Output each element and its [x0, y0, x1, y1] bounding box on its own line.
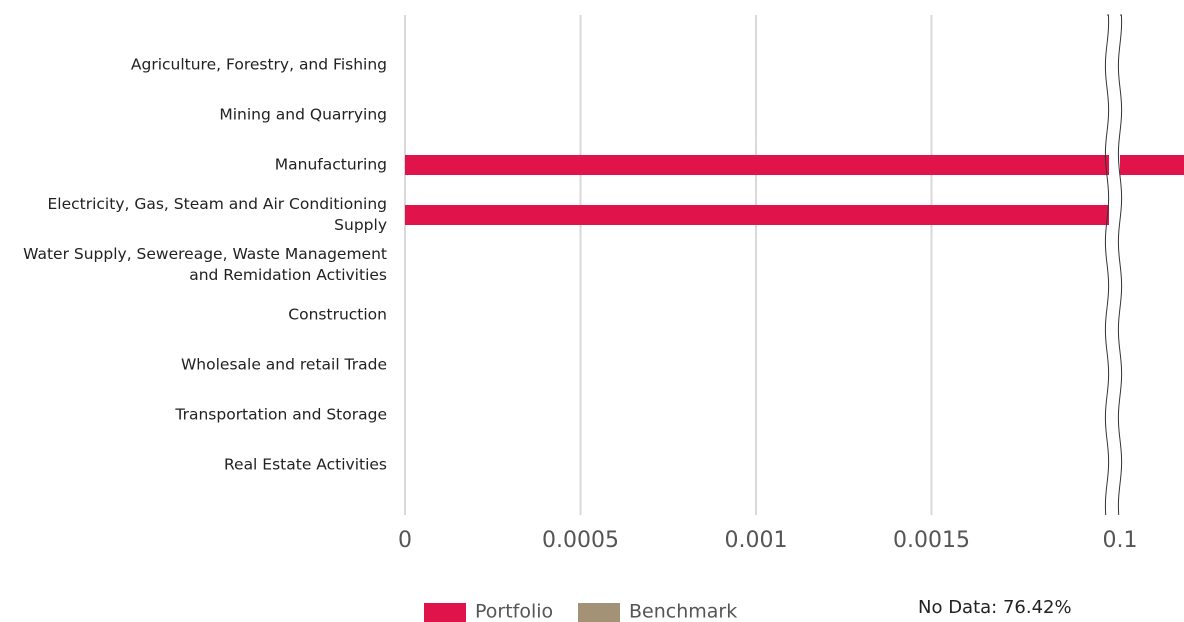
y-tick-label: Transportation and Storage: [175, 405, 387, 424]
y-tick-label: Manufacturing: [274, 155, 387, 174]
y-tick-label: Electricity, Gas, Steam and Air Conditio…: [47, 195, 388, 234]
legend-swatch: [578, 603, 620, 622]
legend-label: Portfolio: [475, 601, 553, 622]
x-tick-label: 0.1: [1103, 528, 1138, 553]
y-tick-label: Water Supply, Sewereage, Waste Managemen…: [23, 245, 387, 284]
x-tick-label: 0: [398, 528, 412, 553]
axis-break-line: [1104, 14, 1110, 516]
bar: [405, 205, 1120, 225]
y-tick-label: Wholesale and retail Trade: [180, 355, 387, 374]
legend-swatch: [424, 603, 466, 622]
bar: [405, 155, 1184, 175]
axis-break-line: [1117, 14, 1123, 516]
axis-break-gap: [1109, 14, 1120, 516]
legend-label: Benchmark: [629, 601, 737, 622]
x-tick-label: 0.0005: [542, 528, 619, 553]
y-tick-label: Agriculture, Forestry, and Fishing: [130, 55, 387, 74]
annotation: No Data: 76.42%: [918, 597, 1072, 618]
x-tick-label: 0.0015: [893, 528, 970, 553]
y-tick-label: Real Estate Activities: [223, 455, 387, 474]
y-tick-label: Mining and Quarrying: [219, 105, 387, 124]
y-tick-label: Construction: [288, 305, 387, 324]
x-tick-label: 0.001: [725, 528, 788, 553]
